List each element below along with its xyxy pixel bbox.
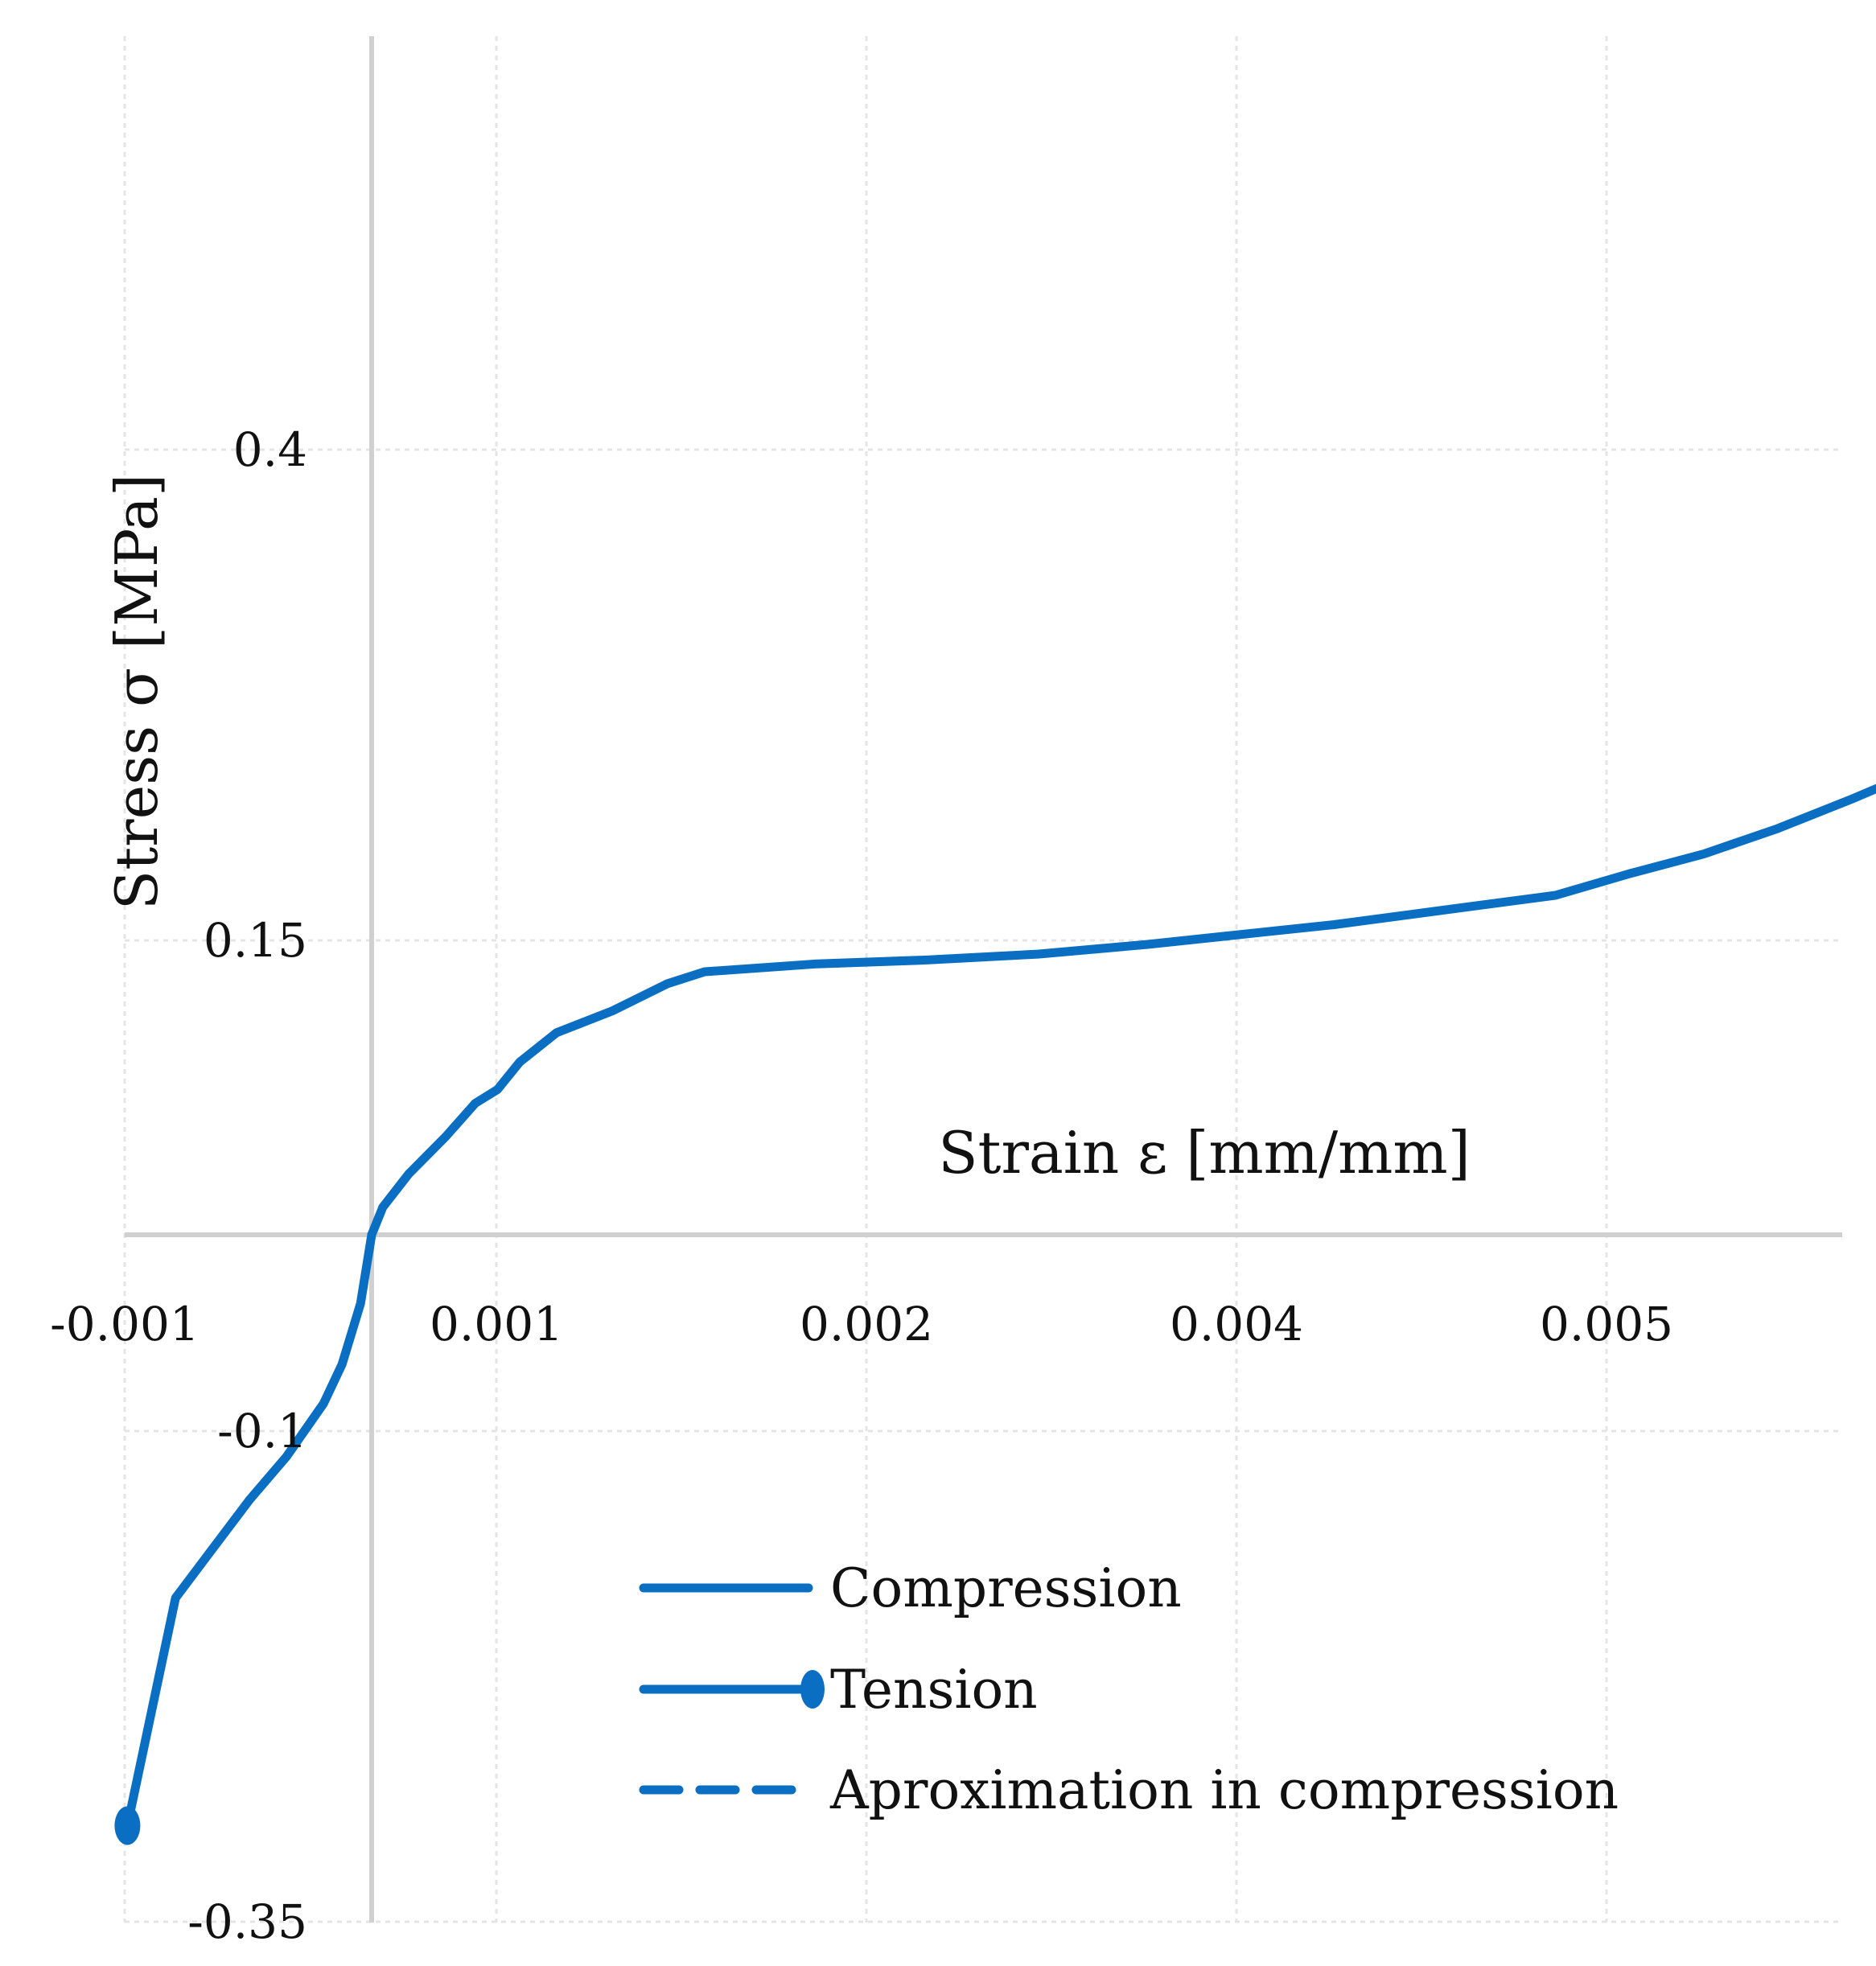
x-tick-label: 0.004 [1170,1297,1303,1351]
axis-layer [125,36,1842,1923]
legend: Compression Tension Aproximation in comp… [639,1557,1619,1821]
series-line-tension [122,1230,376,1830]
y-tick-label: 0.15 [204,913,307,968]
tension-end-marker [114,1806,141,1845]
x-axis-title: Strain ε [mm/mm] [938,1119,1471,1187]
legend-label-aproximation: Aproximation in compression [829,1759,1619,1821]
y-axis-title: Stress σ [MPa] [103,474,171,910]
legend-label-compression: Compression [830,1557,1182,1619]
x-tick-label: 0.005 [1540,1297,1673,1351]
legend-label-tension: Tension [830,1659,1038,1721]
tick-label-layer: -0.001 0.001 0.002 0.004 0.005 0.4 0.15 -0.1 -0.… [50,422,1673,1949]
y-tick-label: 0.4 [233,422,307,477]
x-tick-label: 0.002 [800,1297,933,1351]
y-tick-label: -0.35 [187,1894,307,1949]
legend-marker-tension [800,1670,825,1709]
series-line-compression [367,784,1876,1240]
x-tick-label: 0.001 [430,1297,563,1351]
y-tick-label: -0.1 [217,1404,307,1458]
x-tick-label: -0.001 [50,1297,200,1351]
series-layer [114,784,1876,1845]
grid-layer [123,36,1842,1923]
